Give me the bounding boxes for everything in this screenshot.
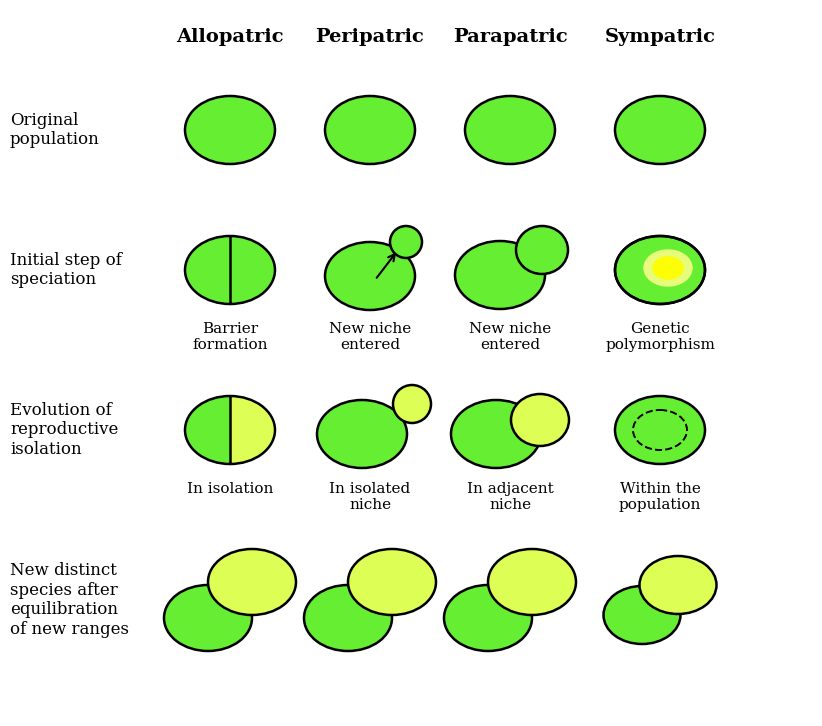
Ellipse shape xyxy=(640,556,717,614)
Text: Barrier
formation: Barrier formation xyxy=(192,322,268,352)
Ellipse shape xyxy=(603,586,681,644)
Ellipse shape xyxy=(317,400,407,468)
Text: Allopatric: Allopatric xyxy=(176,28,284,46)
Ellipse shape xyxy=(185,396,275,464)
Ellipse shape xyxy=(164,585,252,651)
Ellipse shape xyxy=(615,96,705,164)
Text: Original
population: Original population xyxy=(10,112,99,148)
Ellipse shape xyxy=(455,241,545,309)
Text: Within the
population: Within the population xyxy=(619,482,701,513)
Text: In isolation: In isolation xyxy=(187,482,273,496)
Text: In isolated
niche: In isolated niche xyxy=(330,482,411,513)
Ellipse shape xyxy=(208,549,296,615)
Ellipse shape xyxy=(185,96,275,164)
Ellipse shape xyxy=(304,585,392,651)
Ellipse shape xyxy=(644,249,693,287)
Ellipse shape xyxy=(615,396,705,464)
Ellipse shape xyxy=(652,256,684,280)
Ellipse shape xyxy=(615,236,705,304)
Text: New distinct
species after
equilibration
of new ranges: New distinct species after equilibration… xyxy=(10,562,129,638)
Text: Evolution of
reproductive
isolation: Evolution of reproductive isolation xyxy=(10,402,118,458)
Ellipse shape xyxy=(511,394,569,446)
Text: Peripatric: Peripatric xyxy=(316,28,424,46)
Ellipse shape xyxy=(185,396,275,464)
Ellipse shape xyxy=(348,549,436,615)
Text: Genetic
polymorphism: Genetic polymorphism xyxy=(605,322,715,352)
Text: New niche
entered: New niche entered xyxy=(469,322,551,352)
Ellipse shape xyxy=(325,242,415,310)
Ellipse shape xyxy=(451,400,541,468)
Ellipse shape xyxy=(185,236,275,304)
Text: Sympatric: Sympatric xyxy=(604,28,715,46)
Text: Parapatric: Parapatric xyxy=(453,28,567,46)
Ellipse shape xyxy=(390,226,422,258)
Ellipse shape xyxy=(488,549,576,615)
Text: In adjacent
niche: In adjacent niche xyxy=(467,482,553,513)
Ellipse shape xyxy=(444,585,532,651)
Ellipse shape xyxy=(465,96,555,164)
Ellipse shape xyxy=(185,236,275,304)
Text: New niche
entered: New niche entered xyxy=(329,322,411,352)
Text: Initial step of
speciation: Initial step of speciation xyxy=(10,252,122,288)
Ellipse shape xyxy=(516,226,568,274)
Ellipse shape xyxy=(393,385,431,423)
Ellipse shape xyxy=(325,96,415,164)
